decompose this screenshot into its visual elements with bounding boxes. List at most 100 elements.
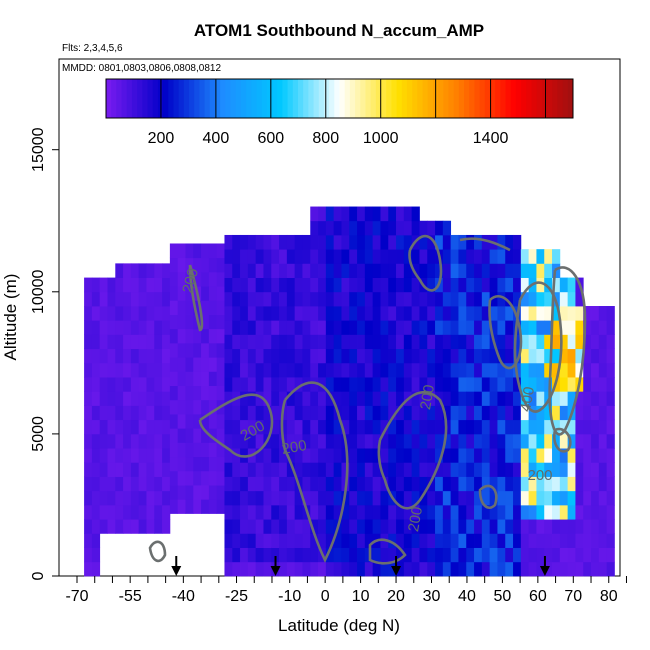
heatmap-cell (536, 263, 545, 278)
heatmap-cell (481, 277, 491, 293)
heatmap-cell (84, 348, 93, 364)
heatmap-cell (396, 476, 405, 492)
heatmap-cell (396, 377, 405, 392)
heatmap-cell (536, 348, 545, 364)
heatmap-cell (349, 377, 358, 392)
heatmap-cell (84, 547, 93, 563)
heatmap-cell (279, 277, 288, 293)
heatmap-cell (474, 547, 483, 563)
heatmap-cell (380, 391, 389, 406)
heatmap-cell (481, 519, 491, 534)
heatmap-cell (193, 271, 202, 287)
heatmap-cell (435, 462, 444, 477)
heatmap-cell (357, 519, 366, 534)
heatmap-cell (84, 519, 93, 534)
heatmap-cell (247, 320, 257, 335)
colorbar-segment (137, 79, 143, 118)
heatmap-cell (216, 442, 225, 458)
heatmap-cell (130, 320, 140, 335)
heatmap-cell (286, 391, 296, 406)
heatmap-cell (84, 533, 93, 548)
heatmap-cell (364, 391, 374, 406)
contour-line (478, 484, 498, 510)
heatmap-cell (224, 362, 233, 378)
heatmap-cell (411, 419, 420, 435)
heatmap-cell (279, 519, 288, 534)
heatmap-cell (84, 490, 93, 506)
heatmap-cell (162, 348, 171, 364)
heatmap-cell (591, 476, 600, 492)
heatmap-cell (403, 362, 413, 378)
heatmap-cell (575, 291, 584, 307)
heatmap-cell (240, 476, 249, 492)
heatmap-cell (419, 533, 428, 548)
heatmap-cell (466, 306, 475, 321)
heatmap-cell (138, 348, 147, 364)
heatmap-cell (271, 547, 280, 563)
colorbar-segment (417, 79, 424, 118)
heatmap-cell (380, 462, 389, 477)
heatmap-cell (427, 405, 436, 421)
heatmap-cell (513, 476, 522, 492)
heatmap-cell (419, 234, 428, 250)
heatmap-cell (419, 433, 428, 449)
colorbar-segment (194, 79, 200, 118)
heatmap-cell (123, 377, 132, 392)
heatmap-cell (349, 249, 358, 264)
heatmap-cell (458, 263, 467, 278)
heatmap-cell (123, 448, 132, 463)
heatmap-cell (388, 533, 397, 548)
flight-profile-arrow (270, 556, 281, 576)
heatmap-cell (388, 234, 397, 250)
heatmap-cell (349, 334, 358, 350)
heatmap-cell (583, 490, 592, 506)
heatmap-cell (411, 547, 420, 563)
heatmap-cell (341, 362, 350, 378)
heatmap-cell (442, 377, 452, 392)
heatmap-cell (567, 476, 576, 492)
heatmap-cell (279, 504, 288, 520)
heatmap-cell (520, 362, 530, 378)
heatmap-cell (567, 419, 576, 435)
heatmap-cell (481, 249, 491, 264)
heatmap-cell (193, 442, 202, 458)
heatmap-cell (201, 314, 210, 330)
colorbar-segment (131, 79, 138, 118)
heatmap-cell (536, 377, 545, 392)
heatmap-cell (325, 263, 335, 278)
colorbar-segment (323, 79, 330, 118)
heatmap-cell (325, 249, 335, 264)
heatmap-cell (474, 476, 483, 492)
heatmap-cell (201, 456, 210, 472)
heatmap-cell (450, 419, 459, 435)
heatmap-cell (544, 433, 553, 449)
heatmap-cell (271, 348, 280, 364)
heatmap-cell (458, 320, 467, 335)
heatmap-cell (216, 456, 225, 472)
heatmap-cell (427, 377, 436, 392)
colorbar-segment (163, 79, 169, 118)
heatmap-cell (130, 462, 140, 477)
heatmap-cell (247, 306, 257, 321)
heatmap-cell (310, 277, 319, 293)
heatmap-cell (224, 320, 233, 335)
heatmap-cell (481, 334, 491, 350)
heatmap-cell (84, 291, 93, 307)
heatmap-cell (162, 490, 171, 506)
heatmap-cell (567, 377, 576, 392)
heatmap-cell (91, 533, 101, 548)
heatmap-cell (575, 490, 584, 506)
heatmap-cell (318, 206, 327, 222)
heatmap-cell (520, 334, 530, 350)
heatmap-cell (520, 504, 530, 520)
heatmap-cell (271, 462, 280, 477)
heatmap-cell (162, 419, 171, 435)
heatmap-cell (458, 419, 467, 435)
heatmap-cell (232, 291, 241, 307)
heatmap-cell (450, 448, 459, 463)
heatmap-cell (567, 462, 576, 477)
heatmap-cell (380, 433, 389, 449)
colorbar-segment (386, 79, 392, 118)
heatmap-cell (481, 391, 491, 406)
heatmap-cell (403, 220, 413, 236)
